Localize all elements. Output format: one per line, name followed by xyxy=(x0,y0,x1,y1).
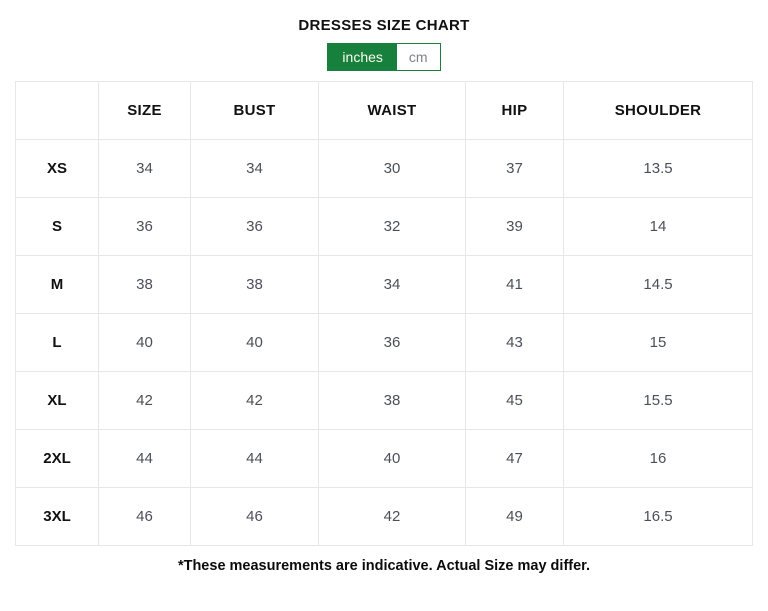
measurement-cell-m-size: 38 xyxy=(98,255,191,314)
table-row-xs: XS 34 34 30 37 13.5 xyxy=(15,139,753,198)
measurement-cell-l-waist: 36 xyxy=(318,313,466,372)
measurement-cell-l-bust: 40 xyxy=(190,313,319,372)
measurement-cell-2xl-shoulder: 16 xyxy=(563,429,753,488)
measurement-cell-m-waist: 34 xyxy=(318,255,466,314)
measurement-cell-2xl-waist: 40 xyxy=(318,429,466,488)
column-header-shoulder: SHOULDER xyxy=(563,81,753,140)
measurement-cell-xl-size: 42 xyxy=(98,371,191,430)
unit-toggle-row: inches cm xyxy=(0,43,768,71)
page-title: DRESSES SIZE CHART xyxy=(298,17,470,34)
measurement-cell-xs-shoulder: 13.5 xyxy=(563,139,753,198)
measurement-cell-s-waist: 32 xyxy=(318,197,466,256)
row-label-m: M xyxy=(15,255,99,314)
column-header-waist: WAIST xyxy=(318,81,466,140)
measurement-cell-s-size: 36 xyxy=(98,197,191,256)
row-label-l: L xyxy=(15,313,99,372)
measurement-cell-m-shoulder: 14.5 xyxy=(563,255,753,314)
measurement-cell-3xl-shoulder: 16.5 xyxy=(563,487,753,546)
column-header-empty xyxy=(15,81,99,140)
measurement-cell-3xl-size: 46 xyxy=(98,487,191,546)
row-label-2xl: 2XL xyxy=(15,429,99,488)
measurement-cell-xl-shoulder: 15.5 xyxy=(563,371,753,430)
table-row-l: L 40 40 36 43 15 xyxy=(15,313,753,372)
measurement-cell-2xl-size: 44 xyxy=(98,429,191,488)
unit-toggle: inches cm xyxy=(327,43,441,71)
table-row-m: M 38 38 34 41 14.5 xyxy=(15,255,753,314)
measurement-cell-l-size: 40 xyxy=(98,313,191,372)
measurement-cell-s-hip: 39 xyxy=(465,197,564,256)
measurement-cell-s-bust: 36 xyxy=(190,197,319,256)
row-label-xl: XL xyxy=(15,371,99,430)
column-header-bust: BUST xyxy=(190,81,319,140)
measurement-cell-m-bust: 38 xyxy=(190,255,319,314)
measurement-cell-3xl-hip: 49 xyxy=(465,487,564,546)
measurement-cell-2xl-hip: 47 xyxy=(465,429,564,488)
column-header-size: SIZE xyxy=(98,81,191,140)
measurement-cell-2xl-bust: 44 xyxy=(190,429,319,488)
measurement-cell-m-hip: 41 xyxy=(465,255,564,314)
table-row-xl: XL 42 42 38 45 15.5 xyxy=(15,371,753,430)
row-label-3xl: 3XL xyxy=(15,487,99,546)
measurement-cell-xs-hip: 37 xyxy=(465,139,564,198)
measurement-cell-3xl-waist: 42 xyxy=(318,487,466,546)
row-label-s: S xyxy=(15,197,99,256)
column-header-hip: HIP xyxy=(465,81,564,140)
row-label-xs: XS xyxy=(15,139,99,198)
measurement-cell-3xl-bust: 46 xyxy=(190,487,319,546)
measurement-cell-xs-size: 34 xyxy=(98,139,191,198)
measurement-cell-xs-waist: 30 xyxy=(318,139,466,198)
measurement-cell-xs-bust: 34 xyxy=(190,139,319,198)
measurement-cell-s-shoulder: 14 xyxy=(563,197,753,256)
measurement-cell-l-hip: 43 xyxy=(465,313,564,372)
table-row-3xl: 3XL 46 46 42 49 16.5 xyxy=(15,487,753,546)
measurement-cell-xl-waist: 38 xyxy=(318,371,466,430)
unit-toggle-inches-button[interactable]: inches xyxy=(328,44,397,70)
measurement-cell-l-shoulder: 15 xyxy=(563,313,753,372)
measurement-cell-xl-bust: 42 xyxy=(190,371,319,430)
table-header-row: SIZE BUST WAIST HIP SHOULDER xyxy=(15,81,753,140)
footnote: *These measurements are indicative. Actu… xyxy=(177,558,591,574)
unit-toggle-cm-button[interactable]: cm xyxy=(396,44,440,70)
measurement-cell-xl-hip: 45 xyxy=(465,371,564,430)
table-row-s: S 36 36 32 39 14 xyxy=(15,197,753,256)
table-row-2xl: 2XL 44 44 40 47 16 xyxy=(15,429,753,488)
size-chart-table: SIZE BUST WAIST HIP SHOULDER XS 34 34 30 37 13.5 S… xyxy=(15,81,753,546)
